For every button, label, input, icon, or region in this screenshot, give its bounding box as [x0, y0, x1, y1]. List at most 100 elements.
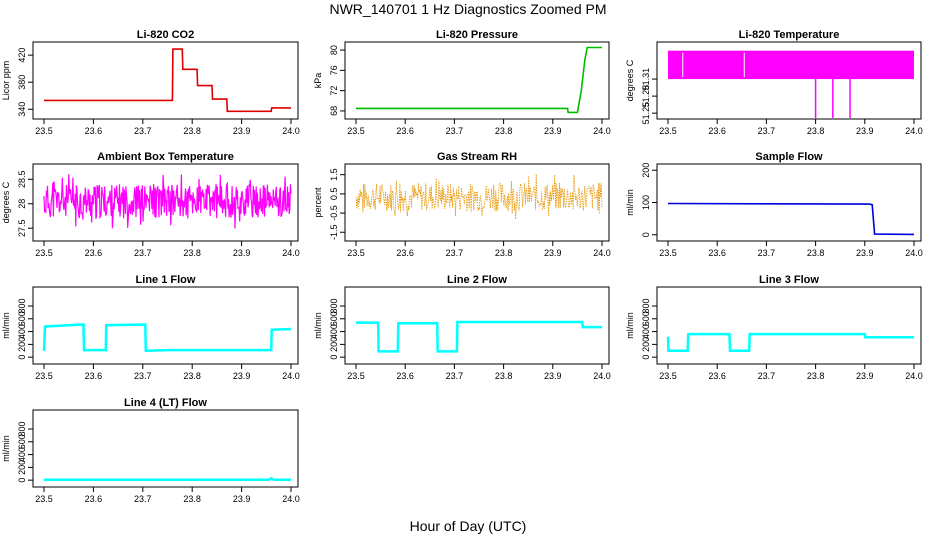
panel-4: Ambient Box Temperature degrees C 23.5 23.6…	[1, 151, 300, 258]
x-tick-label: 23.9	[856, 248, 874, 258]
x-tick-label: 23.6	[396, 126, 414, 136]
plot-frame	[656, 41, 922, 120]
series-line	[667, 202, 915, 236]
x-tick-label: 23.5	[347, 371, 365, 381]
y-tick-label: 72	[329, 86, 339, 96]
y-tick-label: 0	[641, 355, 651, 360]
x-tick-label: 23.9	[544, 248, 562, 258]
x-tick-label: 23.7	[134, 494, 152, 504]
y-tick-label: 27.5	[17, 219, 27, 237]
x-tick-label: 23.9	[856, 371, 874, 381]
x-tick-label: 23.8	[183, 371, 201, 381]
x-tick-label: 23.5	[659, 126, 677, 136]
x-tick-label: 23.5	[659, 248, 677, 258]
x-tick-label: 23.8	[807, 248, 825, 258]
data-layer	[356, 46, 602, 114]
y-axis-label: ml/min	[625, 189, 635, 216]
y-tick-label: 28	[17, 199, 27, 209]
panel-6: Sample Flow ml/min 23.5 23.6 23.7 23.8 23.9 24.…	[625, 151, 923, 258]
x-tick-label: 24.0	[282, 494, 300, 504]
x-tick-label: 23.8	[495, 126, 513, 136]
y-tick-label: 0	[329, 355, 339, 360]
x-tick-label: 23.6	[708, 126, 726, 136]
x-tick-label: 23.6	[85, 126, 103, 136]
plot-frame	[32, 409, 299, 488]
y-axis-label: ml/min	[313, 312, 323, 339]
series-line	[666, 332, 914, 353]
panel-title: Li-820 Pressure	[436, 29, 518, 41]
x-tick-label: 23.9	[233, 494, 251, 504]
x-tick-label: 24.0	[593, 371, 611, 381]
x-tick-label: 23.7	[134, 371, 152, 381]
x-tick-label: 23.8	[183, 248, 201, 258]
y-axis-label: percent	[313, 187, 323, 218]
data-layer	[667, 202, 915, 236]
x-tick-label: 23.7	[758, 126, 776, 136]
x-tick-label: 23.7	[758, 371, 776, 381]
y-tick-label: 400	[17, 324, 27, 339]
x-tick-label: 23.7	[758, 248, 776, 258]
y-tick-label: 200	[329, 337, 339, 352]
x-tick-label: 23.6	[708, 371, 726, 381]
x-tick-label: 23.7	[446, 126, 464, 136]
panel-3: Li-820 Temperature degrees C 23.5 23.6 23.7 2…	[625, 29, 923, 136]
y-tick-label: 600	[329, 311, 339, 326]
data-layer	[43, 174, 292, 229]
panel-5: Gas Stream RH percent 23.5 23.6 23.7 23.8 23.9…	[313, 151, 611, 258]
x-tick-label: 23.6	[396, 371, 414, 381]
y-tick-label: 80	[329, 45, 339, 55]
y-tick-label: 0.5	[329, 188, 339, 201]
x-tick-label: 24.0	[593, 248, 611, 258]
y-tick-label: 600	[641, 311, 651, 326]
y-axis-label: Licor ppm	[1, 61, 11, 101]
y-tick-label: 200	[641, 163, 651, 178]
x-tick-label: 23.9	[856, 126, 874, 136]
x-tick-label: 23.6	[85, 248, 103, 258]
y-tick-label: 400	[329, 324, 339, 339]
panel-title: Sample Flow	[755, 151, 823, 163]
x-axis-label: Hour of Day (UTC)	[409, 518, 527, 534]
x-tick-label: 23.8	[183, 494, 201, 504]
x-tick-label: 23.7	[446, 371, 464, 381]
panel-title: Line 2 Flow	[447, 274, 507, 286]
plot-frame	[344, 163, 610, 242]
plot-frame	[656, 286, 922, 365]
data-layer	[44, 476, 291, 482]
y-tick-label: 600	[17, 434, 27, 449]
series-line	[356, 320, 602, 353]
x-tick-label: 23.8	[183, 126, 201, 136]
x-tick-label: 23.5	[659, 371, 677, 381]
x-tick-label: 23.6	[396, 248, 414, 258]
y-tick-label: 800	[17, 421, 27, 436]
y-tick-label: 200	[641, 337, 651, 352]
x-tick-label: 24.0	[282, 248, 300, 258]
y-tick-label: 200	[17, 337, 27, 352]
y-tick-label: 51.25	[641, 102, 651, 125]
y-tick-label: 400	[641, 324, 651, 339]
y-tick-label: 800	[17, 298, 27, 313]
plot-frame	[32, 163, 299, 242]
x-tick-label: 23.6	[85, 494, 103, 504]
panel-7: Line 1 Flow ml/min 23.5 23.6 23.7 23.8 23.9 24.…	[1, 274, 300, 381]
x-tick-label: 23.9	[544, 126, 562, 136]
data-layer	[356, 320, 602, 353]
x-tick-label: 23.5	[347, 248, 365, 258]
y-tick-label: 76	[329, 65, 339, 75]
y-tick-label: 1.5	[329, 168, 339, 181]
x-tick-label: 23.5	[35, 126, 53, 136]
x-tick-label: 24.0	[282, 371, 300, 381]
x-tick-label: 23.9	[233, 126, 251, 136]
y-axis-label: degrees C	[1, 181, 11, 223]
x-tick-label: 23.8	[495, 248, 513, 258]
x-tick-label: 23.5	[35, 371, 53, 381]
series-line	[44, 48, 291, 113]
y-axis-label: ml/min	[625, 312, 635, 339]
y-tick-label: 0	[17, 355, 27, 360]
chart-main-title: NWR_140701 1 Hz Diagnostics Zoomed PM	[329, 1, 607, 17]
data-layer	[666, 332, 914, 353]
x-tick-label: 23.9	[233, 371, 251, 381]
panel-title: Li-820 CO2	[137, 29, 194, 41]
plot-frame	[656, 163, 922, 242]
x-tick-label: 23.8	[807, 126, 825, 136]
data-layer	[44, 48, 291, 113]
